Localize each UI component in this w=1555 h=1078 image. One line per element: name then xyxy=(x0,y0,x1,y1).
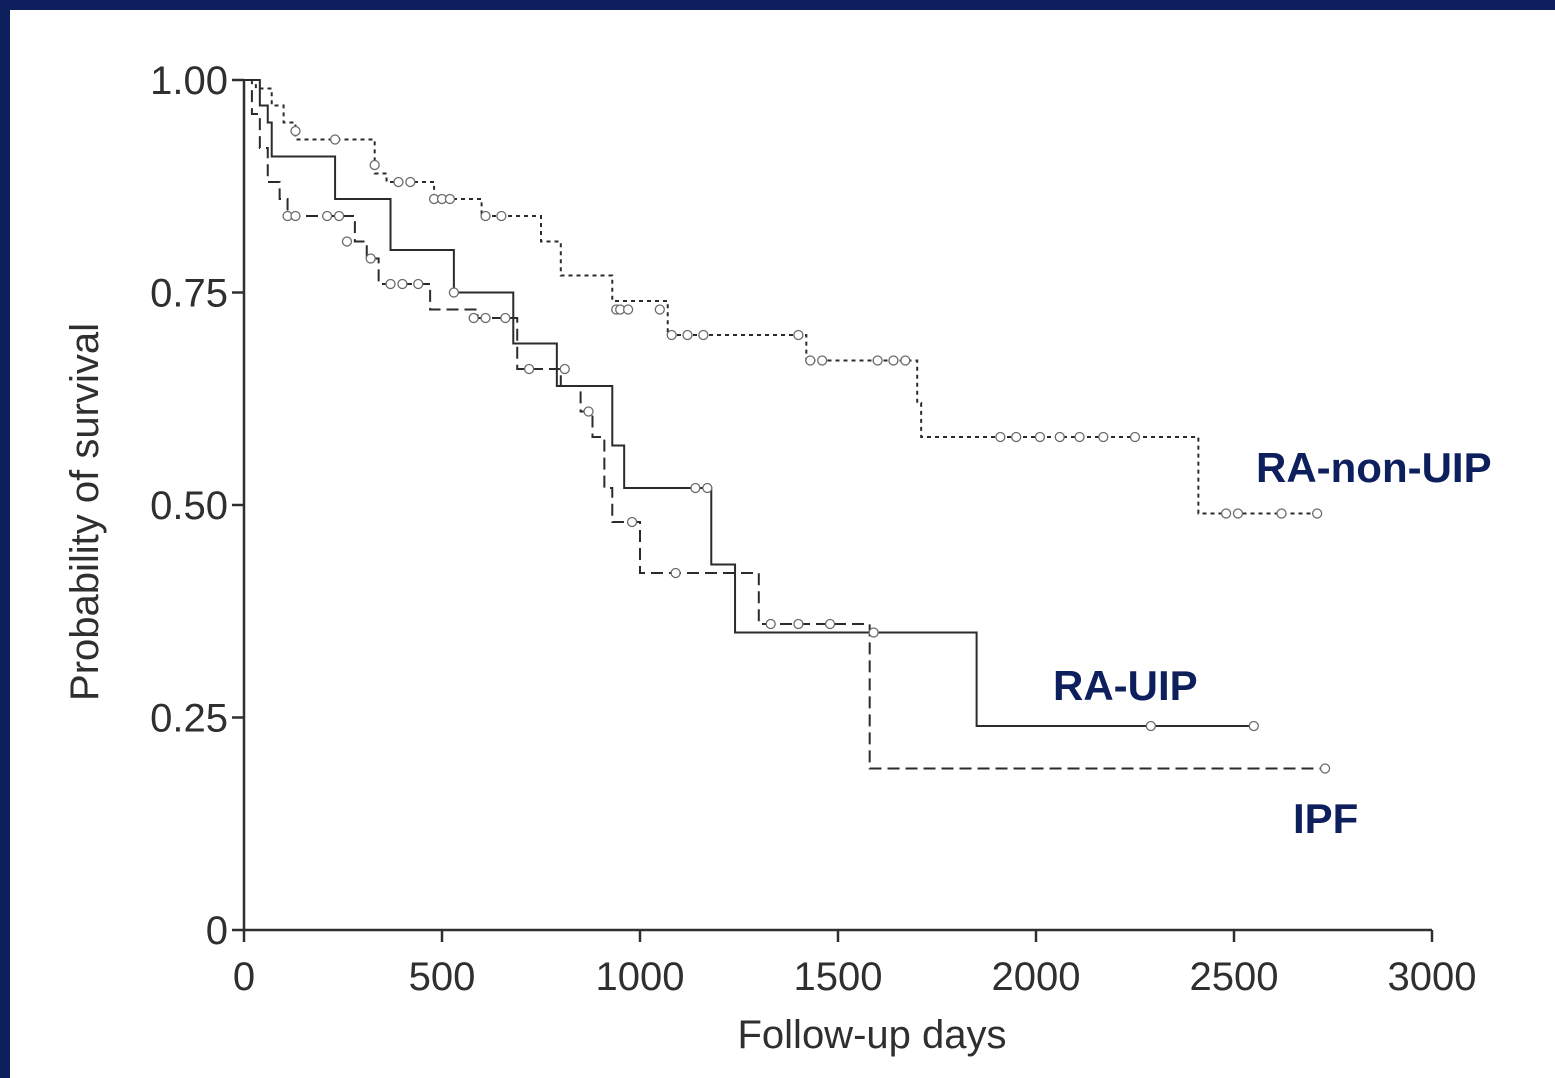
censor-mark-ra-non-uip xyxy=(805,355,816,366)
censor-mark-ra-non-uip xyxy=(1220,508,1232,519)
censor-mark-ra-non-uip xyxy=(900,355,911,366)
x-tick-label: 2000 xyxy=(992,955,1081,999)
censor-mark-ipf xyxy=(523,363,535,375)
censor-mark-ipf xyxy=(413,278,424,290)
censor-mark-ipf xyxy=(480,312,491,324)
censor-mark-ipf xyxy=(333,210,345,222)
x-tick-label: 2500 xyxy=(1190,955,1279,999)
censor-mark-ipf xyxy=(559,363,570,375)
censor-mark-ra-non-uip xyxy=(1312,508,1323,519)
series-line-ipf xyxy=(244,79,1326,770)
censor-mark-ra-non-uip xyxy=(1129,431,1141,443)
censor-mark-ra-non-uip xyxy=(1232,508,1244,519)
censor-mark-ipf xyxy=(290,210,301,222)
censor-mark-ipf xyxy=(1319,763,1331,774)
censor-mark-ipf xyxy=(793,618,804,630)
chart-frame: 0 500 1000 1500 2000 2500 3000 0 0.25 0.50 0.75 1.0… xyxy=(10,10,1555,1078)
censor-mark-ra-non-uip xyxy=(369,159,380,171)
censor-mark-ra-uip xyxy=(1248,720,1259,732)
axes xyxy=(242,80,1432,932)
censor-mark-ipf xyxy=(322,210,333,222)
series-line-ra-non-uip xyxy=(244,79,1314,515)
censor-mark-ra-uip xyxy=(690,482,701,494)
ticks: 0 500 1000 1500 2000 2500 3000 0 0.25 0.50 0.75 1.0… xyxy=(150,59,1476,999)
censor-mark-ra-non-uip xyxy=(329,134,341,145)
y-tick-label: 0.50 xyxy=(150,484,228,528)
censor-mark-ra-uip xyxy=(448,287,460,298)
x-tick-label: 3000 xyxy=(1388,955,1477,999)
series-layer xyxy=(244,79,1326,770)
censor-mark-ra-non-uip xyxy=(622,304,634,315)
censor-mark-ra-non-uip xyxy=(1054,431,1065,443)
censor-mark-ra-non-uip xyxy=(496,210,507,222)
y-tick-label: 1.00 xyxy=(150,59,228,103)
x-tick-label: 0 xyxy=(233,955,255,999)
censor-mark-ra-non-uip xyxy=(393,176,404,188)
x-tick-label: 1000 xyxy=(596,955,685,999)
censor-mark-ipf xyxy=(397,278,408,290)
censor-mark-ipf xyxy=(824,618,836,630)
y-tick-label: 0.75 xyxy=(150,272,228,316)
censor-mark-ra-non-uip xyxy=(817,355,828,366)
x-tick-label: 500 xyxy=(409,955,476,999)
censor-mark-ra-non-uip xyxy=(793,329,804,341)
censor-mark-ipf xyxy=(468,312,479,324)
censor-mark-ra-non-uip xyxy=(1034,431,1046,443)
censor-mark-ra-non-uip xyxy=(290,125,301,137)
censor-mark-ipf xyxy=(670,567,681,579)
censor-mark-ra-non-uip xyxy=(480,210,491,222)
x-tick-label: 1500 xyxy=(794,955,883,999)
censor-mark-ipf xyxy=(583,406,594,417)
x-axis-title: Follow-up days xyxy=(737,1013,1006,1057)
y-axis-title: Probability of survival xyxy=(63,323,107,701)
censor-mark-ra-non-uip xyxy=(405,176,416,188)
censor-mark-ipf xyxy=(500,312,511,324)
survival-chart: 0 500 1000 1500 2000 2500 3000 0 0.25 0.50 0.75 1.0… xyxy=(63,59,1492,1057)
censor-mark-ra-uip xyxy=(1145,720,1156,732)
censor-mark-ra-non-uip xyxy=(654,304,665,315)
censor-mark-ra-non-uip xyxy=(698,329,709,341)
censor-mark-ra-non-uip xyxy=(682,329,693,341)
censor-mark-ra-non-uip xyxy=(1098,431,1109,443)
censor-mark-ra-uip xyxy=(702,482,713,494)
censor-mark-ipf xyxy=(365,253,376,264)
censor-mark-ra-non-uip xyxy=(888,355,899,366)
y-tick-label: 0.25 xyxy=(150,697,228,741)
censor-mark-ipf xyxy=(341,236,353,247)
series-label-ra-uip: RA-UIP xyxy=(1053,662,1198,709)
censor-mark-ra-non-uip xyxy=(1276,508,1287,519)
series-label-ra-non-uip: RA-non-UIP xyxy=(1256,444,1492,491)
censor-mark-ra-non-uip xyxy=(1074,431,1085,443)
censor-mark-ipf xyxy=(385,278,396,290)
censor-mark-ra-non-uip xyxy=(444,193,456,205)
series-line-ra-uip xyxy=(244,79,1254,727)
censor-mark-ra-non-uip xyxy=(1011,431,1022,443)
y-tick-label: 0 xyxy=(206,909,228,953)
censor-mark-ipf xyxy=(868,627,879,638)
censor-mark-ipf xyxy=(626,516,638,528)
series-label-ipf: IPF xyxy=(1293,795,1358,842)
censor-mark-ra-non-uip xyxy=(666,329,677,341)
censor-mark-ra-non-uip xyxy=(872,355,883,366)
censor-layer xyxy=(282,125,1331,774)
censor-mark-ra-non-uip xyxy=(995,431,1006,443)
censor-mark-ipf xyxy=(765,618,776,630)
